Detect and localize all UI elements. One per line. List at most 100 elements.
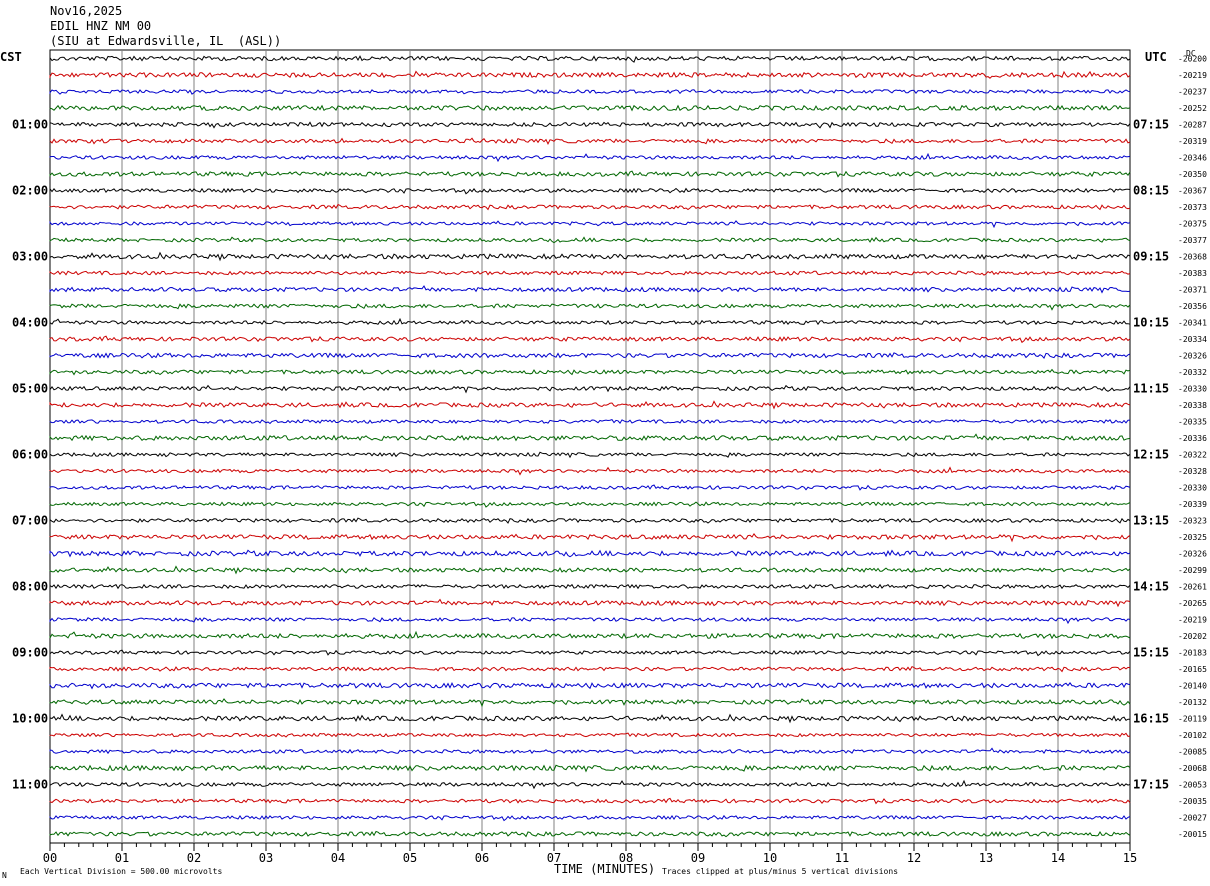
seismic-trace xyxy=(49,236,1131,244)
seismic-trace xyxy=(49,533,1131,543)
dc-offset-label: -20330 xyxy=(1178,385,1207,394)
seismic-trace xyxy=(49,616,1131,625)
left-hour-label: 03:00 xyxy=(12,250,48,264)
seismic-trace xyxy=(49,630,1131,640)
dc-offset-label: -20377 xyxy=(1178,236,1207,245)
right-hour-label: 11:15 xyxy=(1133,382,1169,396)
seismic-trace xyxy=(49,747,1131,755)
seismic-trace xyxy=(49,583,1131,590)
seismic-trace xyxy=(49,152,1131,163)
seismic-trace xyxy=(49,335,1131,344)
x-tick-label: 10 xyxy=(763,851,777,865)
seismic-trace xyxy=(49,814,1131,822)
dc-offset-label: -20346 xyxy=(1178,154,1207,163)
plot-date: Nov16,2025 xyxy=(50,4,123,18)
seismic-trace xyxy=(49,137,1131,145)
left-hour-label: 08:00 xyxy=(12,580,48,594)
seismic-trace xyxy=(49,484,1131,491)
seismic-trace xyxy=(49,187,1131,195)
seismic-trace xyxy=(49,89,1131,95)
seismic-trace xyxy=(49,384,1131,394)
dc-column-label: DC xyxy=(1186,49,1196,58)
dc-offset-label: -20323 xyxy=(1178,517,1207,526)
x-tick-label: 13 xyxy=(979,851,993,865)
dc-offset-label: -20339 xyxy=(1178,500,1207,509)
dc-offset-label: -20334 xyxy=(1178,335,1207,344)
seismic-trace xyxy=(49,55,1131,63)
dc-offset-label: -20102 xyxy=(1178,731,1207,740)
x-tick-label: 04 xyxy=(331,851,345,865)
x-tick-label: 15 xyxy=(1123,851,1137,865)
left-hour-label: 09:00 xyxy=(12,646,48,660)
station-code: EDIL HNZ NM 00 xyxy=(50,19,152,33)
left-hour-label: 07:00 xyxy=(12,514,48,528)
seismic-trace xyxy=(49,419,1131,425)
dc-offset-label: -20183 xyxy=(1178,649,1207,658)
seismic-trace xyxy=(49,732,1131,738)
seismic-trace xyxy=(49,220,1131,229)
dc-offset-label: -20350 xyxy=(1178,170,1207,179)
seismic-trace xyxy=(49,270,1131,276)
seismic-trace xyxy=(49,501,1131,508)
right-hour-label: 17:15 xyxy=(1133,778,1169,792)
left-hour-label: 06:00 xyxy=(12,448,48,462)
seismic-trace xyxy=(49,303,1131,311)
seismic-trace xyxy=(49,517,1131,524)
north-mark: N xyxy=(2,871,7,880)
dc-offset-label: -20219 xyxy=(1178,71,1207,80)
dc-offset-label: -20165 xyxy=(1178,665,1207,674)
dc-offset-label: -20287 xyxy=(1178,121,1207,130)
clip-note: Traces clipped at plus/minus 5 vertical … xyxy=(662,867,899,876)
dc-offset-label: -20330 xyxy=(1178,484,1207,493)
seismic-trace xyxy=(49,665,1131,673)
dc-offset-label: -20068 xyxy=(1178,764,1207,773)
dc-offset-label: -20132 xyxy=(1178,698,1207,707)
x-tick-label: 07 xyxy=(547,851,561,865)
dc-offset-label: -20371 xyxy=(1178,286,1207,295)
right-hour-label: 12:15 xyxy=(1133,448,1169,462)
seismic-trace xyxy=(49,779,1131,790)
seismic-trace xyxy=(49,797,1131,805)
x-tick-label: 09 xyxy=(691,851,705,865)
x-axis-label: TIME (MINUTES) xyxy=(554,862,656,876)
dc-offset-label: -20219 xyxy=(1178,616,1207,625)
seismic-trace xyxy=(49,433,1131,442)
dc-offset-label: -20367 xyxy=(1178,187,1207,196)
dc-offset-label: -20336 xyxy=(1178,434,1207,443)
seismic-trace xyxy=(49,698,1131,708)
seismic-trace xyxy=(49,451,1131,459)
dc-offset-label: -20140 xyxy=(1178,682,1207,691)
left-hour-label: 05:00 xyxy=(12,382,48,396)
left-timezone-label: CST xyxy=(0,50,22,64)
seismic-trace xyxy=(49,598,1131,608)
right-hour-label: 16:15 xyxy=(1133,712,1169,726)
dc-offset-label: -20119 xyxy=(1178,715,1207,724)
seismic-trace xyxy=(49,368,1131,376)
seismic-trace xyxy=(49,317,1131,326)
seismic-trace xyxy=(49,466,1130,476)
dc-offset-label: -20265 xyxy=(1178,599,1207,608)
x-tick-label: 14 xyxy=(1051,851,1065,865)
right-hour-label: 08:15 xyxy=(1133,184,1169,198)
seismic-trace xyxy=(49,170,1131,178)
left-hour-label: 01:00 xyxy=(12,118,48,132)
dc-offset-label: -20027 xyxy=(1178,814,1207,823)
dc-offset-label: -20261 xyxy=(1178,583,1207,592)
dc-offset-label: -20202 xyxy=(1178,632,1207,641)
dc-offset-label: -20383 xyxy=(1178,269,1207,278)
dc-offset-label: -20299 xyxy=(1178,566,1207,575)
seismic-trace xyxy=(49,713,1130,724)
dc-offset-label: -20368 xyxy=(1178,253,1207,262)
dc-offset-label: -20053 xyxy=(1178,781,1207,790)
seismic-trace xyxy=(49,565,1131,575)
right-hour-label: 14:15 xyxy=(1133,580,1169,594)
seismic-trace xyxy=(49,400,1131,410)
x-tick-label: 12 xyxy=(907,851,921,865)
dc-offset-label: -20326 xyxy=(1178,550,1207,559)
seismic-trace xyxy=(49,352,1131,360)
dc-offset-label: -20322 xyxy=(1178,451,1207,460)
dc-offset-label: -20035 xyxy=(1178,797,1207,806)
dc-offset-label: -20356 xyxy=(1178,302,1207,311)
right-hour-label: 10:15 xyxy=(1133,316,1169,330)
